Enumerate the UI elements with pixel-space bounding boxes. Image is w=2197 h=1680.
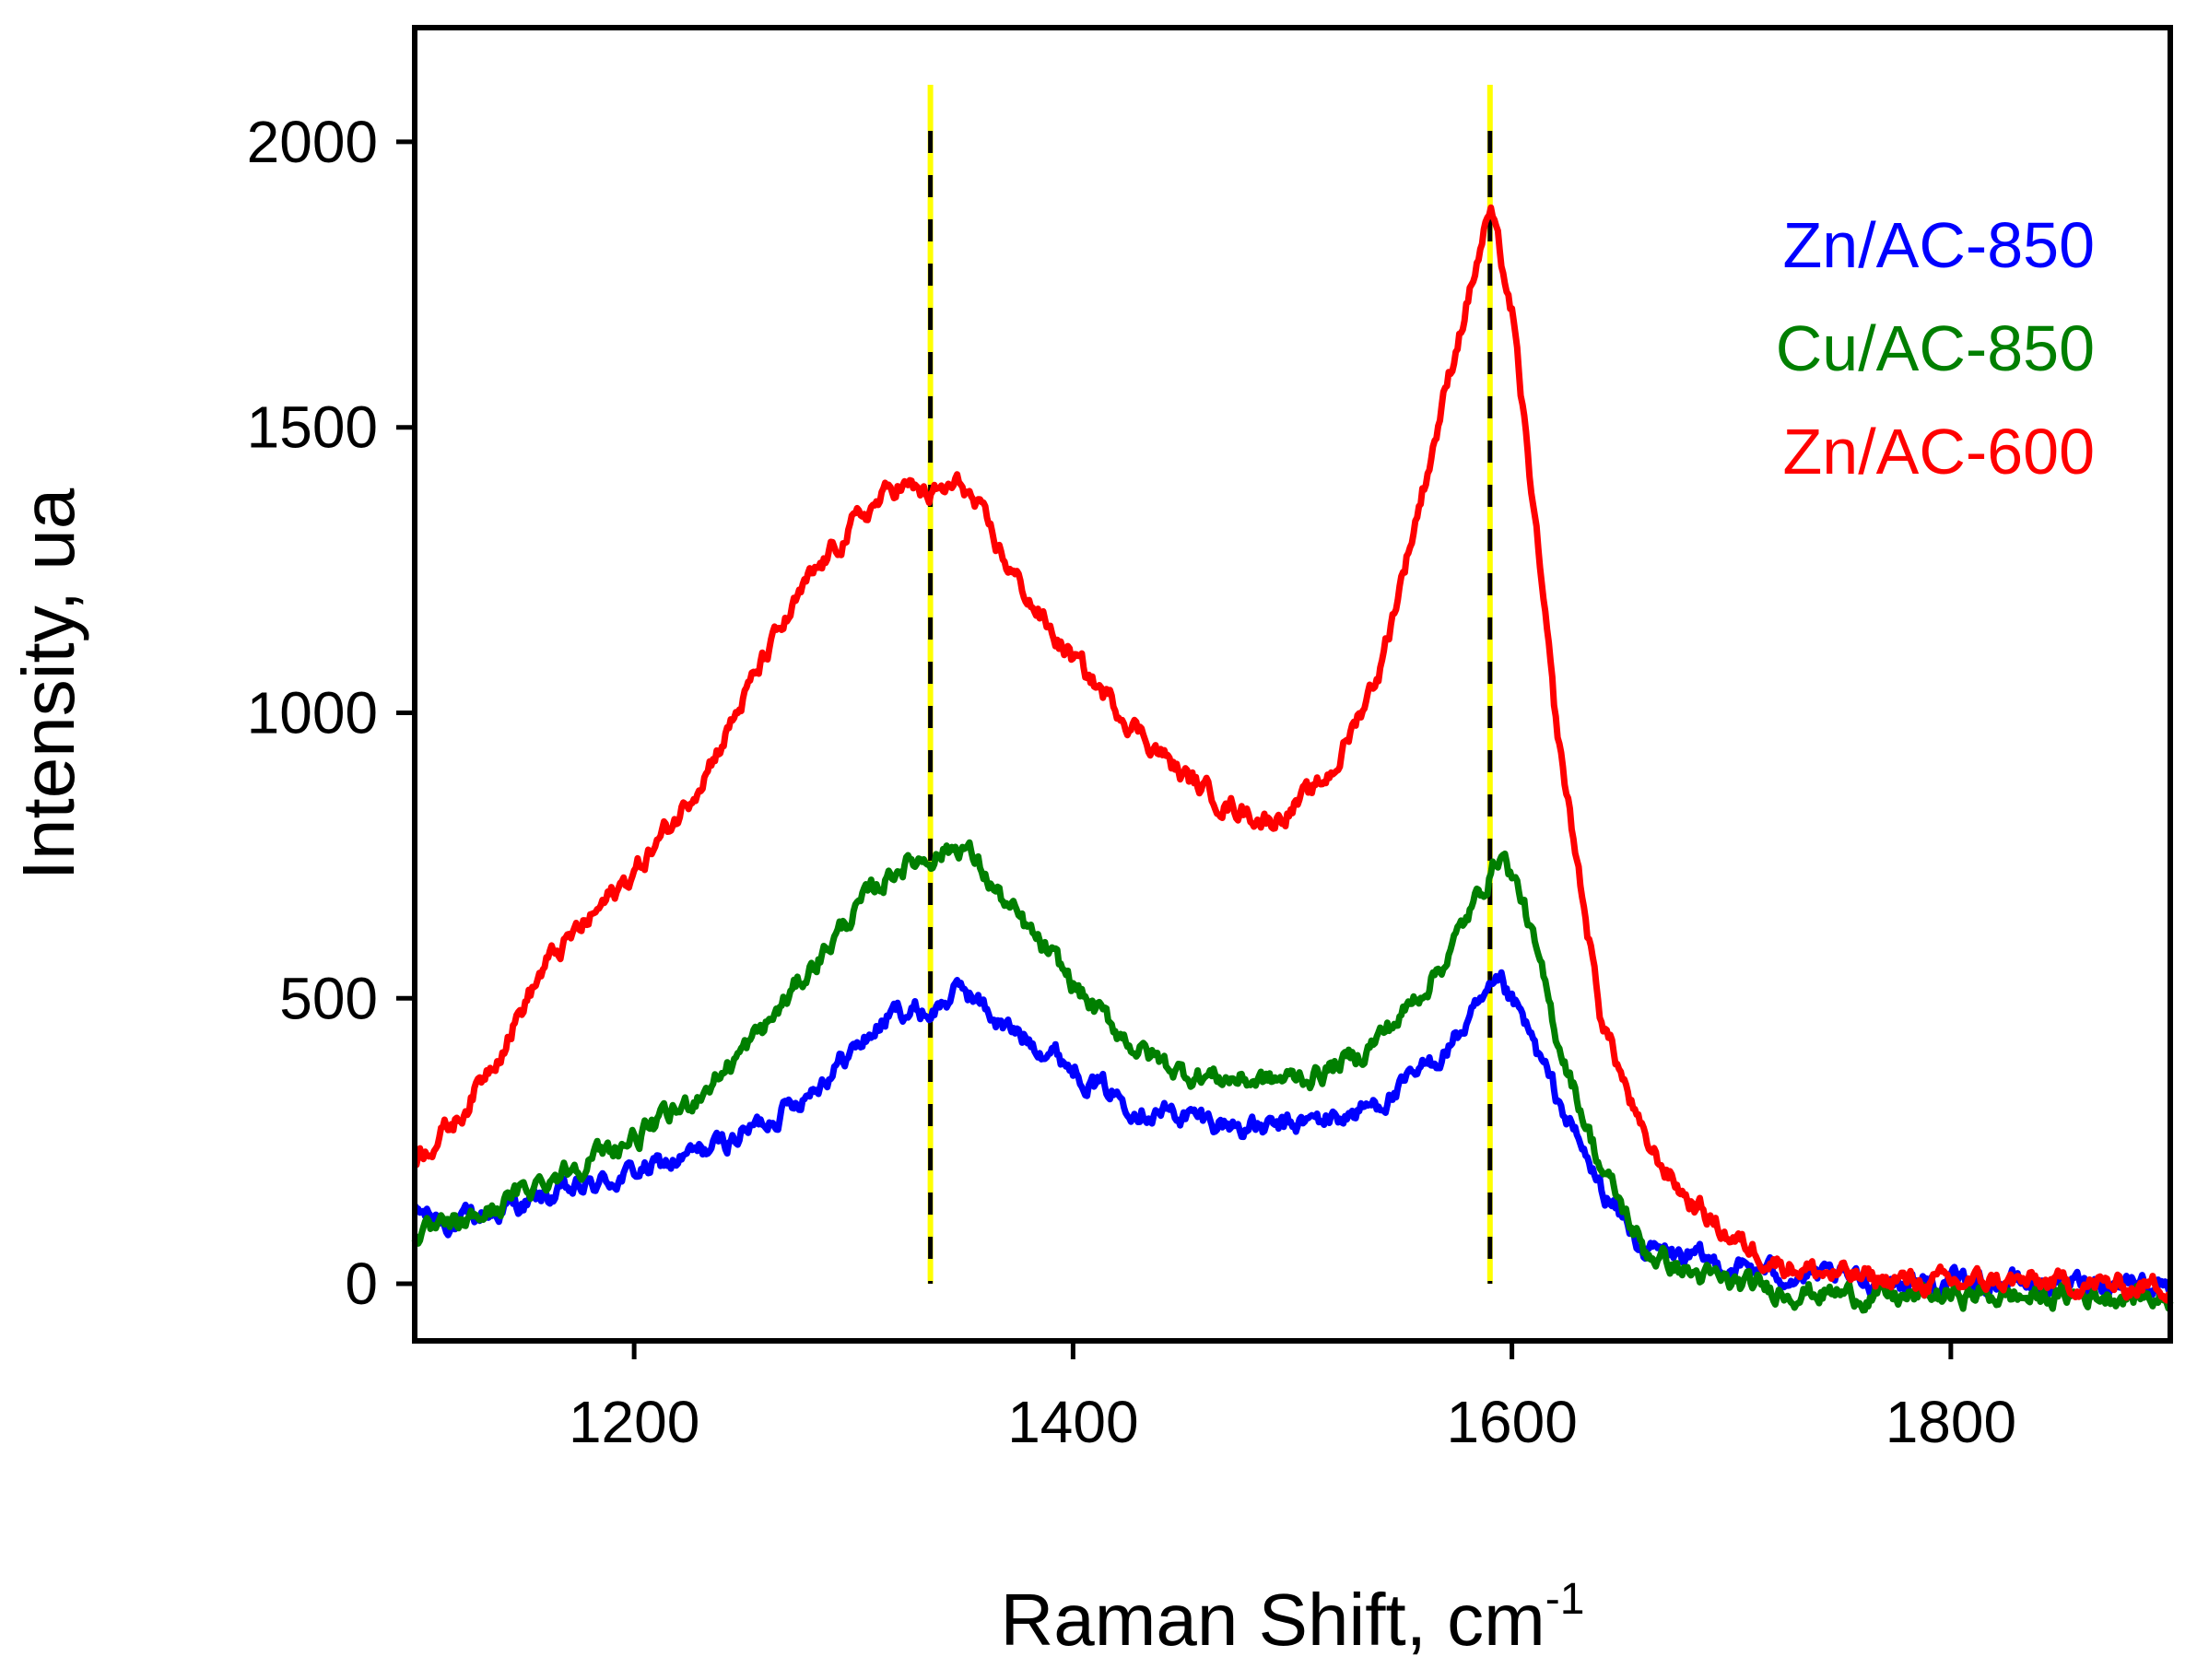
legend: Zn/AC-850 Cu/AC-850 Zn/AC-600: [1776, 209, 2095, 488]
x-axis-title-superscript: -1: [1545, 1575, 1585, 1624]
series-line-zn-ac-600: [413, 204, 2172, 1304]
x-tick-label: 1800: [1886, 1389, 2016, 1455]
x-tick-label: 1200: [569, 1389, 699, 1455]
x-axis: 1200 1400 1600 1800: [569, 1341, 2016, 1455]
reference-lines: [927, 84, 1493, 1285]
x-axis-title: Raman Shift, cm-1: [1001, 1575, 1585, 1661]
x-tick-label: 1400: [1007, 1389, 1138, 1455]
y-axis-title: Intensity, ua: [7, 488, 89, 880]
legend-entry-cu-ac-850: Cu/AC-850: [1776, 312, 2095, 384]
y-tick-label: 0: [345, 1251, 378, 1317]
x-axis-title-text: Raman Shift, cm: [1001, 1579, 1545, 1661]
y-tick-label: 1500: [247, 394, 378, 461]
y-axis: 0 500 1000 1500 2000: [247, 109, 415, 1317]
legend-entry-zn-ac-850: Zn/AC-850: [1783, 209, 2095, 281]
plot-frame: [412, 25, 2173, 1344]
legend-entry-zn-ac-600: Zn/AC-600: [1783, 416, 2095, 488]
y-tick-label: 1000: [247, 679, 378, 746]
y-tick-label: 2000: [247, 109, 378, 175]
x-tick-label: 1600: [1446, 1389, 1577, 1455]
y-tick-label: 500: [279, 965, 378, 1031]
series-group: [411, 204, 2174, 1314]
series-line-cu-ac-850: [411, 839, 2174, 1314]
